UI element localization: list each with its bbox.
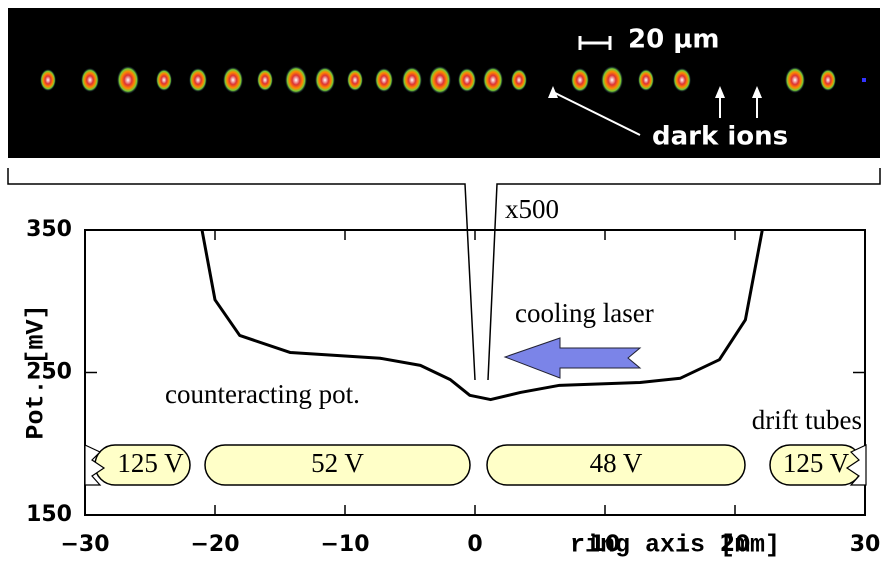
- ion: [81, 68, 99, 92]
- ion: [820, 69, 836, 91]
- ion: [40, 69, 56, 91]
- ion: [402, 67, 422, 93]
- y-tick-label: 350: [26, 217, 72, 242]
- page: Pot. [mV] ring axis [mm] −30−20−10010203…: [0, 0, 890, 565]
- ion: [257, 69, 273, 91]
- ion: [315, 67, 335, 93]
- x-tick-label: −10: [320, 532, 369, 557]
- electrode-label: 125 V: [117, 448, 184, 478]
- ion: [638, 69, 654, 91]
- ion-dim: [862, 78, 866, 82]
- annotation: cooling laser: [515, 298, 654, 328]
- annotation: drift tubes: [752, 405, 862, 435]
- ion: [458, 68, 476, 92]
- electrode-label: 125 V: [783, 448, 850, 478]
- annotation: x500: [505, 194, 559, 224]
- ion: [429, 66, 451, 94]
- annotation: 20 µm: [628, 25, 719, 55]
- ion: [571, 68, 589, 92]
- laser-arrow: [505, 338, 640, 378]
- electrode-label: 48 V: [590, 448, 643, 478]
- zoom-bracket: [8, 168, 880, 380]
- ion: [347, 69, 363, 91]
- y-tick-label: 250: [26, 360, 72, 385]
- x-tick-label: 20: [720, 532, 751, 557]
- ion: [511, 69, 527, 91]
- ion: [223, 67, 243, 93]
- ion: [156, 69, 172, 91]
- ion: [673, 68, 691, 92]
- annotation: counteracting pot.: [165, 379, 360, 409]
- x-tick-label: −20: [190, 532, 239, 557]
- ion: [375, 68, 393, 92]
- ion: [601, 66, 623, 94]
- y-tick-label: 150: [26, 502, 72, 527]
- ion: [285, 66, 307, 94]
- chart: Pot. [mV] ring axis [mm] −30−20−10010203…: [0, 0, 890, 565]
- potential-curve: [202, 230, 762, 400]
- ion: [117, 66, 139, 94]
- ion: [189, 68, 207, 92]
- annotation: dark ions: [652, 122, 788, 152]
- electrode-label: 52 V: [311, 448, 364, 478]
- x-tick-label: 0: [467, 532, 482, 557]
- ion: [785, 67, 805, 93]
- x-tick-label: 30: [850, 532, 881, 557]
- x-tick-label: 10: [590, 532, 621, 557]
- ion: [483, 67, 503, 93]
- x-tick-label: −30: [60, 532, 109, 557]
